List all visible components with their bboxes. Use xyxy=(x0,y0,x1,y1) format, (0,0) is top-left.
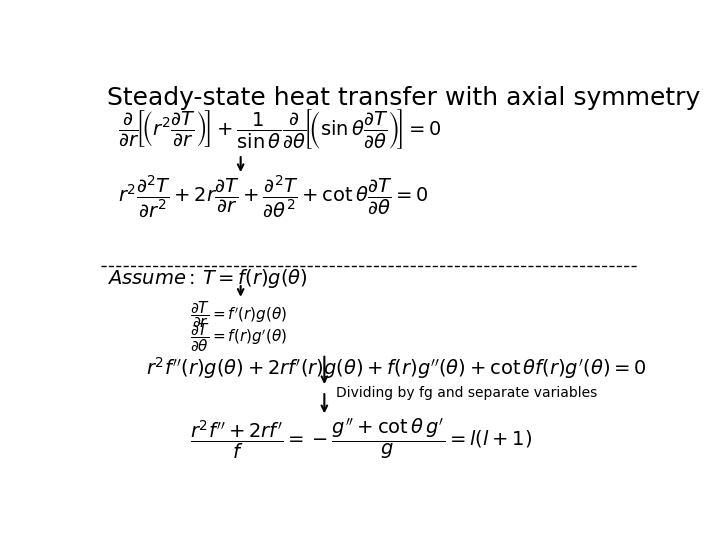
Text: $r^2 f''(r)g(\theta) + 2rf'(r)g(\theta) + f(r)g''(\theta) + \cot\theta f(r)g'(\t: $r^2 f''(r)g(\theta) + 2rf'(r)g(\theta) … xyxy=(145,355,647,381)
Text: $r^2\dfrac{\partial^2 T}{\partial r^2} + 2r\dfrac{\partial T}{\partial r} + \dfr: $r^2\dfrac{\partial^2 T}{\partial r^2} +… xyxy=(118,173,428,219)
Text: Dividing by fg and separate variables: Dividing by fg and separate variables xyxy=(336,386,597,400)
Text: $\mathbf{\mathit{Assume:}}$: $\mathbf{\mathit{Assume:}}$ xyxy=(107,269,195,288)
Text: $T = f(r)g(\theta)$: $T = f(r)g(\theta)$ xyxy=(202,267,307,291)
Text: $\dfrac{\partial T}{\partial r} = f'(r)g(\theta)$: $\dfrac{\partial T}{\partial r} = f'(r)g… xyxy=(190,299,288,329)
Text: $\dfrac{\partial T}{\partial \theta} = f(r)g'(\theta)$: $\dfrac{\partial T}{\partial \theta} = f… xyxy=(190,321,287,354)
Text: Steady-state heat transfer with axial symmetry: Steady-state heat transfer with axial sy… xyxy=(107,85,700,110)
Text: $\dfrac{\partial}{\partial r}\!\left[\!\left(r^2 \dfrac{\partial T}{\partial r}\: $\dfrac{\partial}{\partial r}\!\left[\!\… xyxy=(118,107,441,151)
Text: $\dfrac{r^2 f'' + 2rf'}{f} = -\dfrac{g'' + \cot\theta\, g'}{g} = l(l+1)$: $\dfrac{r^2 f'' + 2rf'}{f} = -\dfrac{g''… xyxy=(190,416,533,462)
